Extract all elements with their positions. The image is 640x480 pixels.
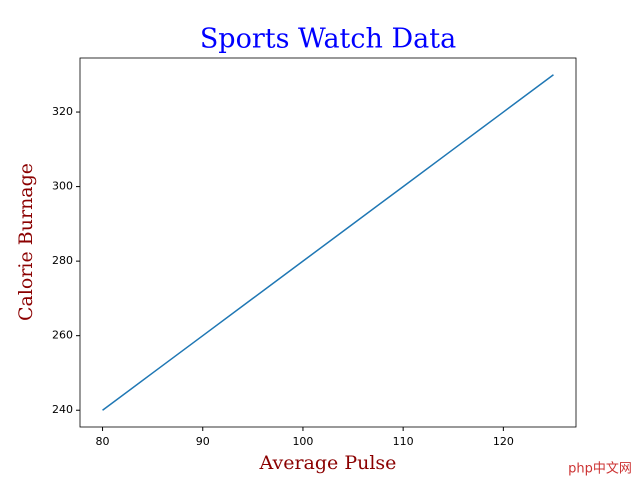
- y-tick-label: 280: [52, 254, 73, 267]
- watermark: php中文网: [568, 462, 632, 477]
- chart-title: Sports Watch Data: [200, 24, 456, 55]
- plot-frame: [79, 57, 577, 428]
- x-tick-label: 110: [393, 435, 414, 448]
- x-tick-label: 100: [292, 435, 313, 448]
- x-tick-label: 80: [96, 435, 110, 448]
- y-axis-label: Calorie Burnage: [15, 163, 37, 321]
- y-tick-label: 300: [52, 180, 73, 193]
- x-axis-label: Average Pulse: [259, 452, 397, 474]
- y-tick-label: 240: [52, 403, 73, 416]
- x-tick-label: 120: [493, 435, 514, 448]
- y-tick-label: 320: [52, 105, 73, 118]
- line: [102, 74, 554, 411]
- y-tick-label: 260: [52, 329, 73, 342]
- x-tick-label: 90: [196, 435, 210, 448]
